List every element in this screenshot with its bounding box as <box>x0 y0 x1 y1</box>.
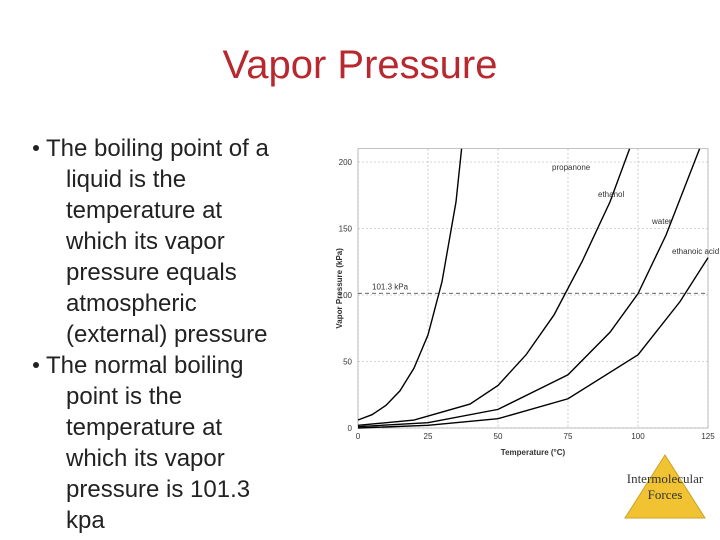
bullet-line: (external) pressure <box>66 321 267 348</box>
y-tick-label: 0 <box>348 424 353 433</box>
y-tick-label: 200 <box>339 158 353 167</box>
y-tick-label: 150 <box>339 225 353 234</box>
plot-area <box>357 148 709 429</box>
chart-background <box>322 140 720 468</box>
bullet-line: temperature at <box>66 414 222 441</box>
y-tick-label: 100 <box>339 291 353 300</box>
bullet-line: The normal boiling <box>46 352 243 379</box>
x-tick-label: 100 <box>631 432 645 441</box>
nav-button-label[interactable]: Forces <box>648 487 683 502</box>
x-axis-title: Temperature (°C) <box>501 448 566 457</box>
x-tick-label: 125 <box>701 432 715 441</box>
bullet-line: kpa <box>66 507 105 534</box>
reference-label: 101.3 kPa <box>372 282 409 291</box>
bullet-line: The boiling point of a <box>46 135 269 162</box>
bullet-line: temperature at <box>66 197 222 224</box>
nav-button-label[interactable]: Intermolecular <box>627 471 704 486</box>
slide-title: Vapor Pressure <box>223 43 498 87</box>
series-label: ethanol <box>598 190 624 199</box>
bullet-line: which its vapor <box>65 228 225 255</box>
bullet-dot <box>33 145 39 151</box>
series-label: ethanoic acid <box>672 247 719 256</box>
x-tick-label: 0 <box>356 432 361 441</box>
x-tick-label: 75 <box>564 432 573 441</box>
series-label: propanone <box>552 163 591 172</box>
series-line <box>357 148 463 421</box>
series-line <box>357 257 709 429</box>
series-label: water <box>651 217 672 226</box>
series-line <box>357 148 701 428</box>
series-line <box>357 148 631 427</box>
bullet-line: point is the <box>66 383 182 410</box>
bullet-line: which its vapor <box>65 445 225 472</box>
bullet-line: pressure is 101.3 <box>66 476 250 503</box>
bullet-dot <box>33 362 39 368</box>
bullet-line: liquid is the <box>66 166 186 193</box>
x-tick-label: 50 <box>494 432 503 441</box>
bullet-line: atmospheric <box>66 290 197 317</box>
bullet-line: pressure equals <box>66 259 237 286</box>
nav-button-shape <box>624 454 706 519</box>
x-tick-label: 25 <box>424 432 433 441</box>
y-axis-title: Vapor Pressure (kPa) <box>335 248 344 329</box>
y-tick-label: 50 <box>343 358 352 367</box>
